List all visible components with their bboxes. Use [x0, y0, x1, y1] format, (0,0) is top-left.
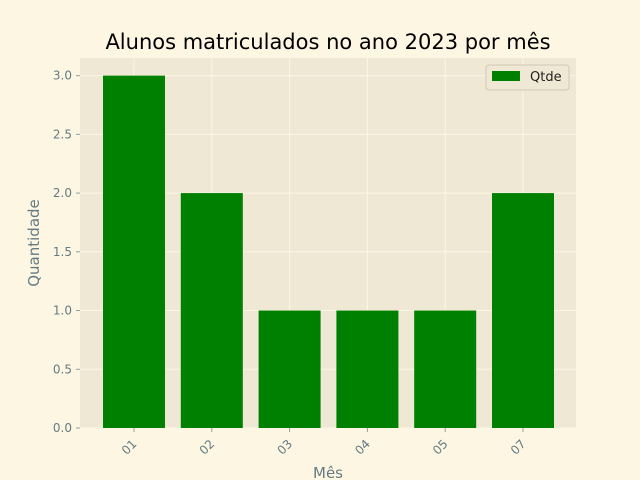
- y-tick-label: 1.0: [53, 304, 72, 318]
- legend-swatch: [492, 71, 520, 81]
- legend-label: Qtde: [530, 70, 562, 85]
- bar-05: [414, 310, 477, 428]
- y-tick-label: 2.0: [53, 186, 72, 200]
- y-tick-label: 0.5: [53, 362, 72, 376]
- bar-02: [180, 193, 243, 428]
- x-axis-ticks: 01 02 03 04 05 07: [119, 428, 529, 458]
- bar-07: [492, 193, 554, 428]
- legend: Qtde: [485, 64, 570, 91]
- y-axis-label: Quantidade: [25, 199, 43, 287]
- bars-group: [103, 75, 554, 428]
- y-tick-label: 0.0: [53, 421, 72, 435]
- bar-03: [258, 310, 321, 428]
- bar-04: [336, 310, 399, 428]
- y-tick-label: 3.0: [53, 69, 72, 83]
- bar-01: [103, 75, 165, 428]
- x-axis-label: Mês: [313, 464, 343, 480]
- chart-title: Alunos matriculados no ano 2023 por mês: [105, 30, 550, 54]
- y-axis-ticks: 0.0 0.5 1.0 1.5 2.0 2.5 3.0: [53, 69, 80, 435]
- y-tick-label: 1.5: [53, 245, 72, 259]
- y-tick-label: 2.5: [53, 127, 72, 141]
